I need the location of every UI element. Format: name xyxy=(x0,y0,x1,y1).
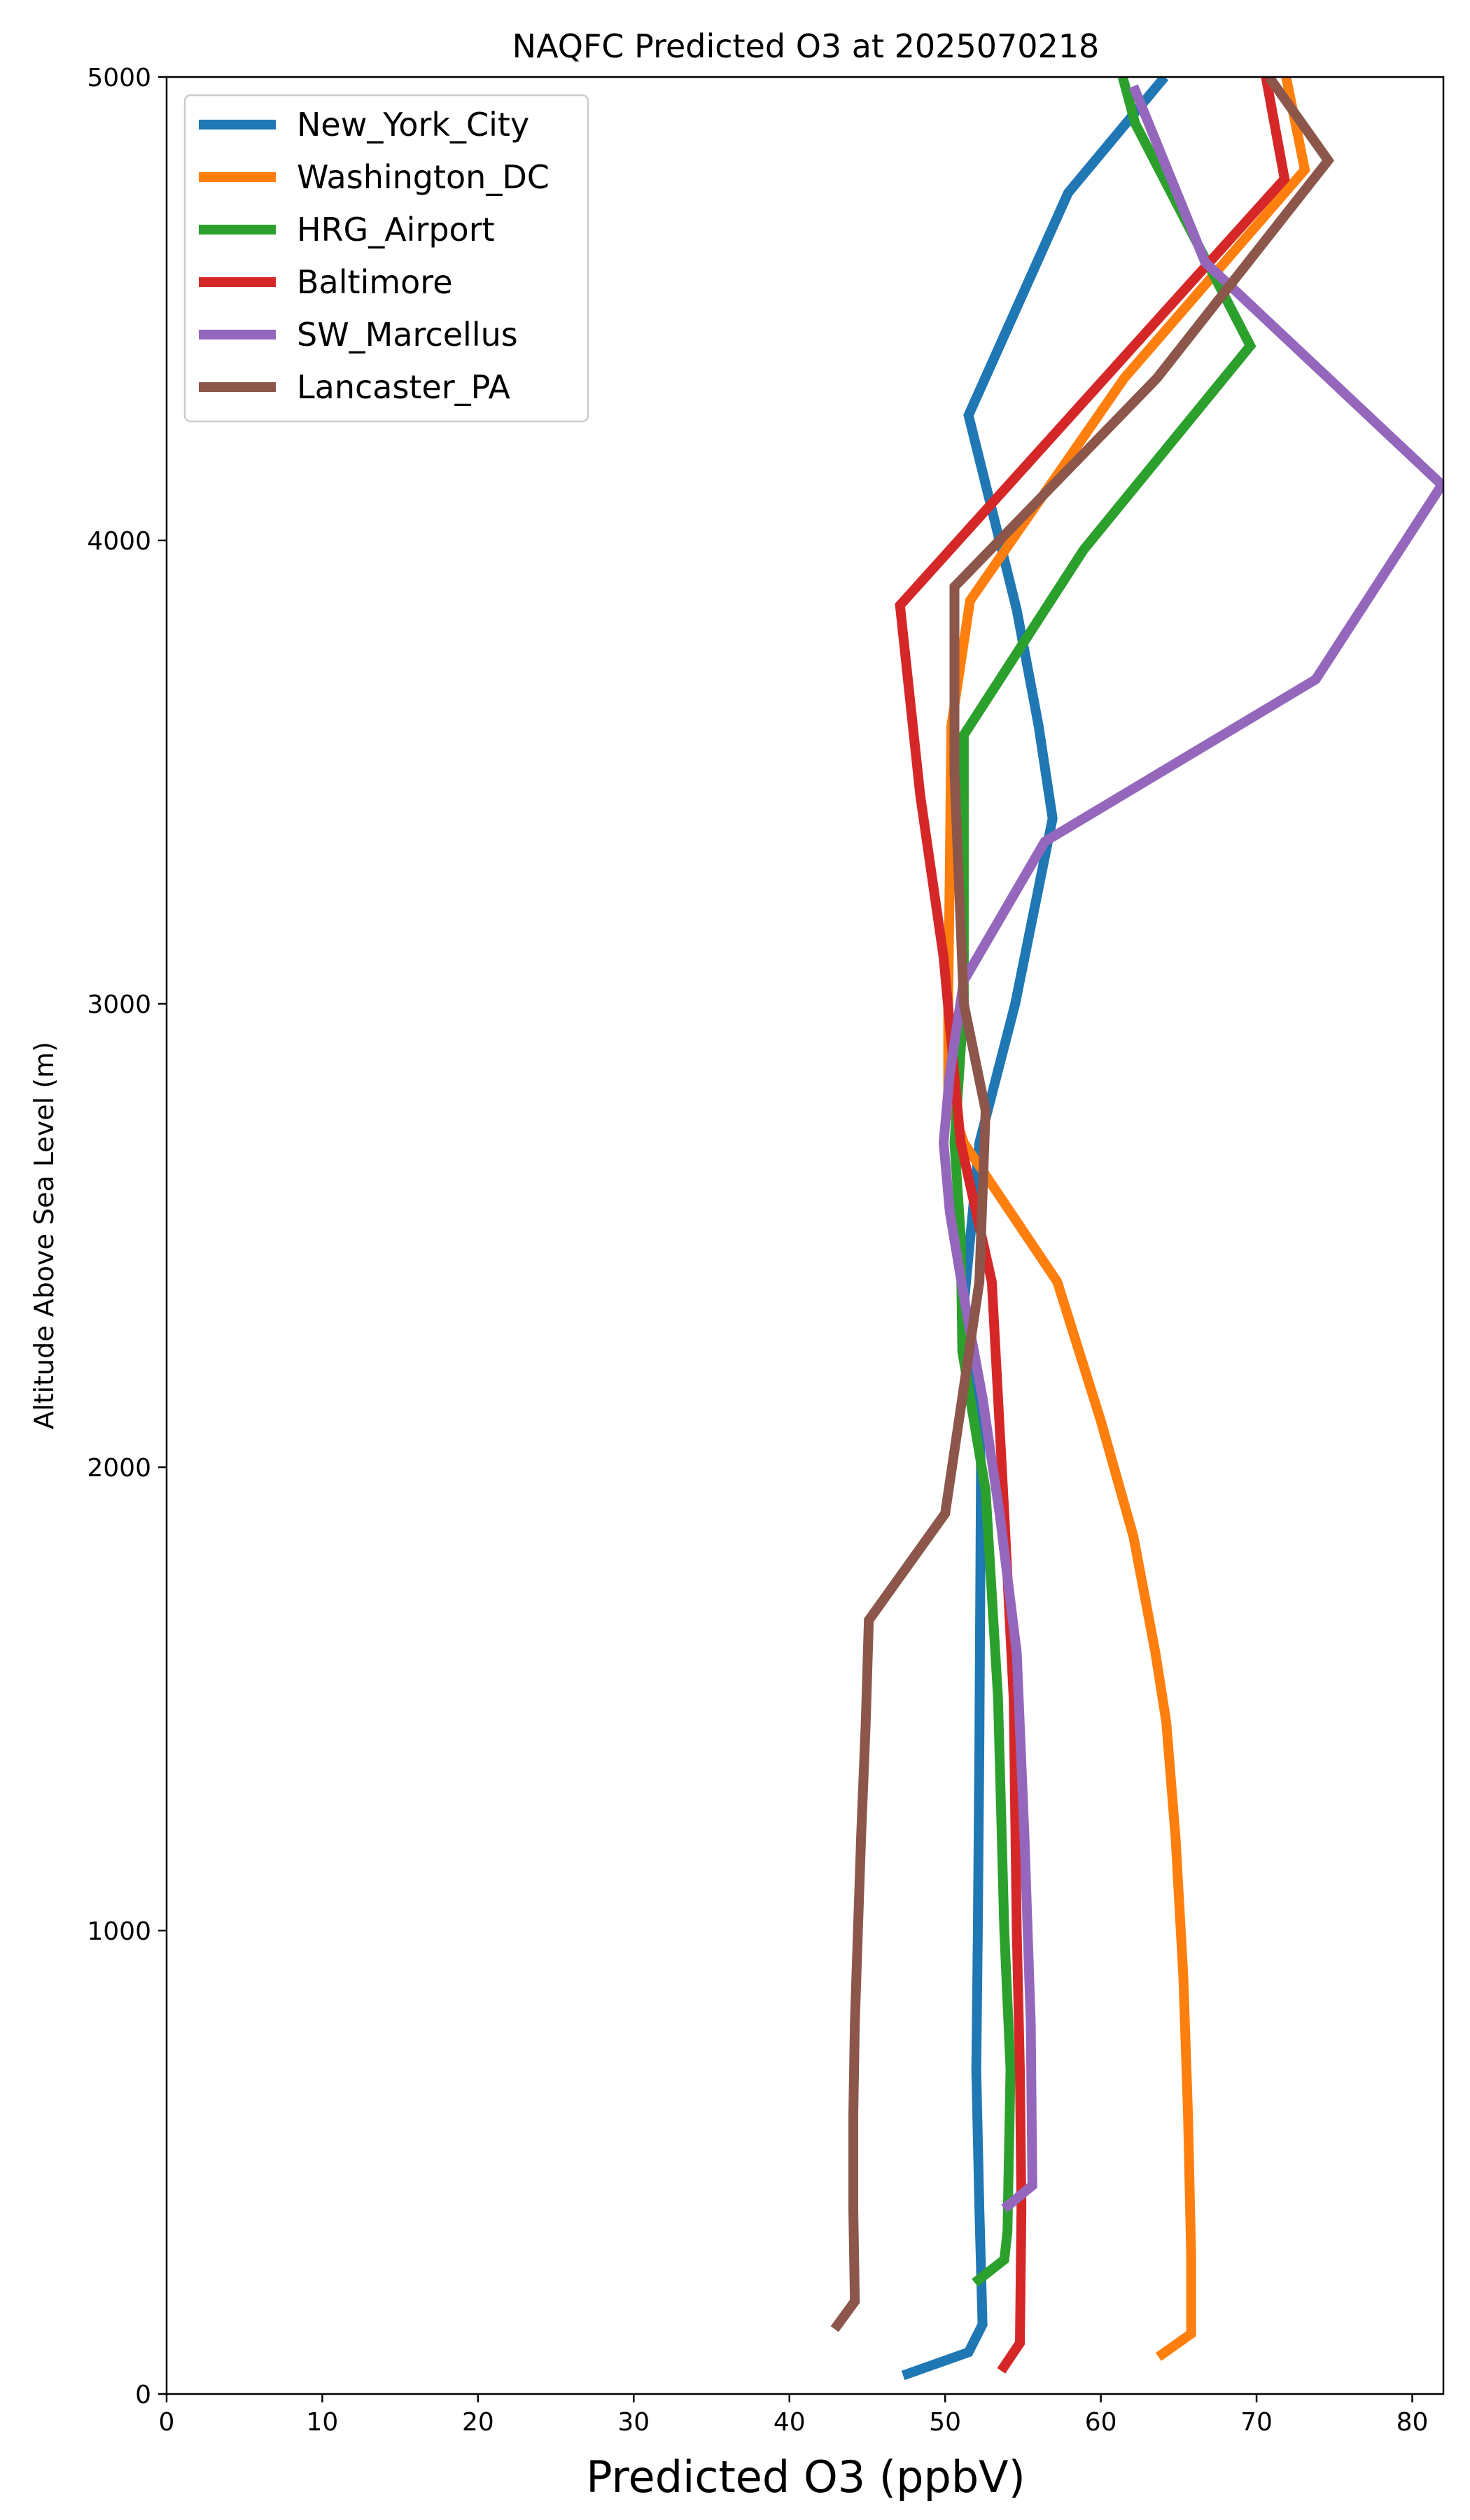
legend-frame xyxy=(183,94,589,423)
series-line-lancaster-pa xyxy=(830,77,1335,2332)
series-layer xyxy=(830,77,1443,2381)
legend-label-sw-marcellus: SW_Marcellus xyxy=(297,316,518,354)
legend-label-new-york-city: New_York_City xyxy=(297,106,529,144)
x-tick-label: 50 xyxy=(929,2408,961,2437)
y-tick-label: 0 xyxy=(135,2381,151,2409)
series-line-sw-marcellus xyxy=(938,84,1443,2213)
y-tick-label: 2000 xyxy=(87,1454,151,1483)
x-tick-label: 20 xyxy=(462,2408,494,2437)
legend-label-baltimore: Baltimore xyxy=(297,263,453,301)
x-tick-label: 10 xyxy=(307,2408,339,2437)
legend: New_York_City Washington_DC HRG_Airport Bal… xyxy=(183,94,589,423)
legend-label-washington-dc: Washington_DC xyxy=(297,158,550,196)
series-line-washington-dc xyxy=(943,77,1310,2361)
plot-frame xyxy=(165,76,1445,2395)
x-axis-label: Predicted O3 (ppbV) xyxy=(586,2451,1026,2502)
series-line-baltimore xyxy=(895,77,1290,2374)
y-axis-label: Altitude Above Sea Level (m) xyxy=(29,1042,59,1429)
x-axis: 0 10 20 30 40 50 60 70 80 xyxy=(159,2394,1429,2437)
x-tick-label: 30 xyxy=(617,2408,650,2437)
y-tick-label: 1000 xyxy=(87,1917,151,1946)
x-tick-label: 0 xyxy=(159,2408,175,2437)
chart-title: NAQFC Predicted O3 at 2025070218 xyxy=(512,27,1100,65)
x-tick-label: 80 xyxy=(1396,2408,1429,2437)
y-tick-label: 3000 xyxy=(87,990,151,1019)
legend-label-lancaster-pa: Lancaster_PA xyxy=(297,368,510,406)
y-axis: 0 1000 2000 3000 4000 5000 xyxy=(87,64,167,2409)
y-tick-label: 5000 xyxy=(87,64,151,92)
x-tick-label: 60 xyxy=(1085,2408,1117,2437)
y-tick-label: 4000 xyxy=(87,527,151,556)
legend-label-hrg-airport: HRG_Airport xyxy=(297,211,495,248)
x-tick-label: 70 xyxy=(1240,2408,1273,2437)
x-tick-label: 40 xyxy=(774,2408,806,2437)
